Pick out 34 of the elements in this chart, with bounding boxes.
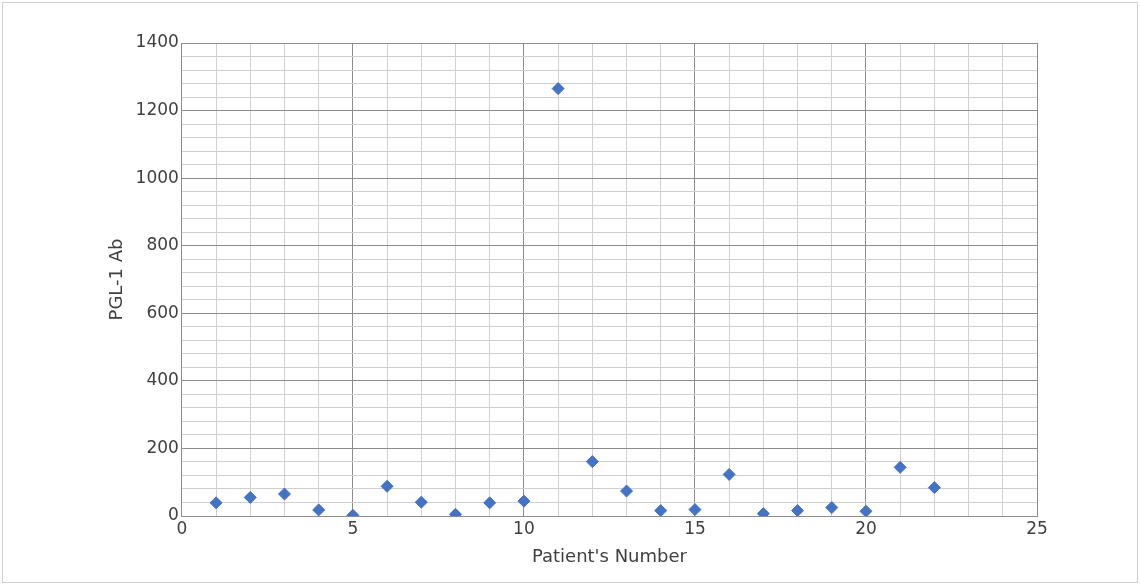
x-tick-label: 20 bbox=[855, 517, 877, 538]
point bbox=[927, 481, 941, 495]
x-tick-label: 5 bbox=[347, 517, 359, 538]
point bbox=[551, 82, 565, 96]
point bbox=[243, 490, 257, 504]
point bbox=[859, 504, 873, 516]
point bbox=[517, 494, 531, 508]
point bbox=[585, 455, 599, 469]
x-tick-label: 25 bbox=[1026, 517, 1048, 538]
y-tick-label: 1400 bbox=[135, 31, 179, 52]
y-tick-label: 1000 bbox=[135, 166, 179, 187]
point bbox=[209, 496, 223, 510]
point bbox=[791, 504, 805, 516]
point bbox=[825, 501, 839, 515]
point bbox=[893, 460, 907, 474]
point bbox=[312, 503, 326, 516]
point bbox=[380, 479, 394, 493]
y-tick-label: 400 bbox=[146, 369, 179, 390]
y-tick-label: 200 bbox=[146, 436, 179, 457]
point bbox=[483, 496, 497, 510]
x-tick-label: 15 bbox=[684, 517, 706, 538]
point bbox=[620, 484, 634, 498]
y-tick-label: 1200 bbox=[135, 98, 179, 119]
point bbox=[654, 504, 668, 516]
point bbox=[277, 487, 291, 501]
point bbox=[722, 467, 736, 481]
y-tick-label: 800 bbox=[146, 234, 179, 255]
point bbox=[414, 495, 428, 509]
point bbox=[688, 503, 702, 516]
x-axis-title: Patient's Number bbox=[531, 544, 688, 566]
y-tick-label: 600 bbox=[146, 301, 179, 322]
y-axis-title: PGL-1 Ab bbox=[105, 238, 127, 321]
y-tick-label: 0 bbox=[168, 504, 179, 525]
x-tick-label: 10 bbox=[513, 517, 535, 538]
